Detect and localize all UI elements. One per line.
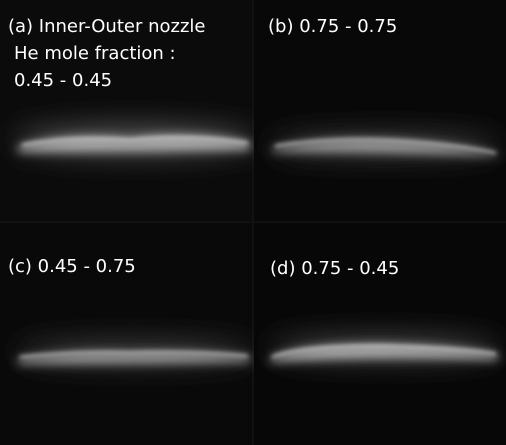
panel-d: (d) 0.75 - 0.45 <box>254 223 506 445</box>
panel-background <box>254 223 506 445</box>
panel-c: (c) 0.45 - 0.75 <box>0 223 253 445</box>
panel-label: (d) 0.75 - 0.45 <box>270 258 399 279</box>
panel-a: (a) Inner-Outer nozzle He mole fraction … <box>0 0 255 221</box>
figure: (a) Inner-Outer nozzle He mole fraction … <box>0 0 506 445</box>
panel-label: He mole fraction : <box>14 43 176 64</box>
panel-b: (b) 0.75 - 0.75 <box>254 0 506 221</box>
panel-label: 0.45 - 0.45 <box>14 70 112 91</box>
panel-label: (b) 0.75 - 0.75 <box>268 16 397 37</box>
panel-label: (c) 0.45 - 0.75 <box>8 256 136 277</box>
panel-label: (a) Inner-Outer nozzle <box>8 16 205 37</box>
